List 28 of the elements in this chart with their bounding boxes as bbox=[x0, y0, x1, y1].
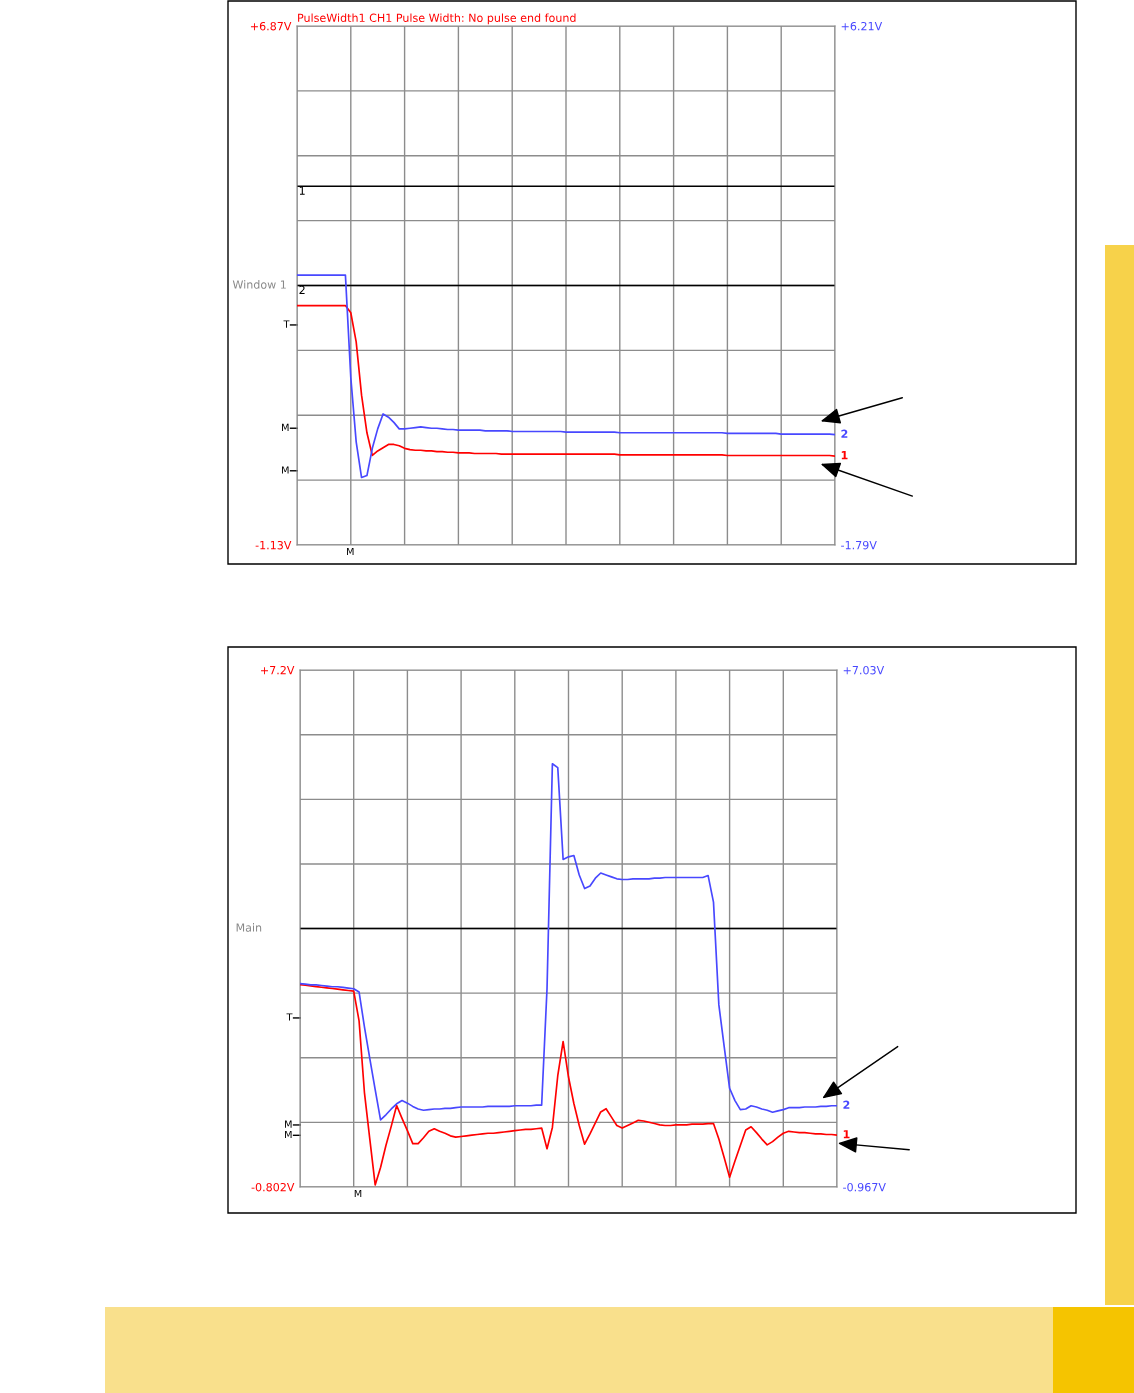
text: T bbox=[286, 1013, 293, 1021]
text: M bbox=[282, 466, 289, 474]
text: Main bbox=[236, 923, 262, 932]
series-label: 2 bbox=[841, 429, 848, 438]
text: M bbox=[347, 547, 354, 555]
text: M bbox=[285, 1120, 292, 1128]
y2-tick-label: -0.967V bbox=[843, 1182, 886, 1192]
text: M bbox=[354, 1189, 362, 1197]
chart-title: PulseWidth1 CH1 Pulse Width: No pulse end found bbox=[298, 13, 576, 25]
line-series bbox=[297, 304, 835, 457]
y-tick-label: +6.87V bbox=[250, 21, 292, 31]
y-tick-label: -1.13V bbox=[255, 540, 292, 550]
text: M bbox=[285, 1130, 292, 1138]
y2-tick-label: +7.03V bbox=[843, 665, 885, 675]
series-label: 1 bbox=[841, 451, 848, 460]
y2-tick-label: -1.79V bbox=[841, 540, 877, 550]
text: Window 1 bbox=[232, 280, 286, 289]
series-label: 1 bbox=[843, 1130, 850, 1139]
line-series bbox=[300, 762, 837, 1121]
annotation: 2 bbox=[299, 285, 305, 294]
text: T bbox=[283, 320, 290, 328]
y2-tick-label: +6.21V bbox=[841, 21, 883, 31]
line-series bbox=[297, 274, 835, 479]
annotation: 1 bbox=[299, 186, 305, 195]
y-tick-label: +7.2V bbox=[261, 665, 295, 675]
text: M bbox=[282, 423, 289, 431]
series-label: 2 bbox=[843, 1100, 850, 1109]
y-tick-label: -0.802V bbox=[251, 1182, 295, 1192]
